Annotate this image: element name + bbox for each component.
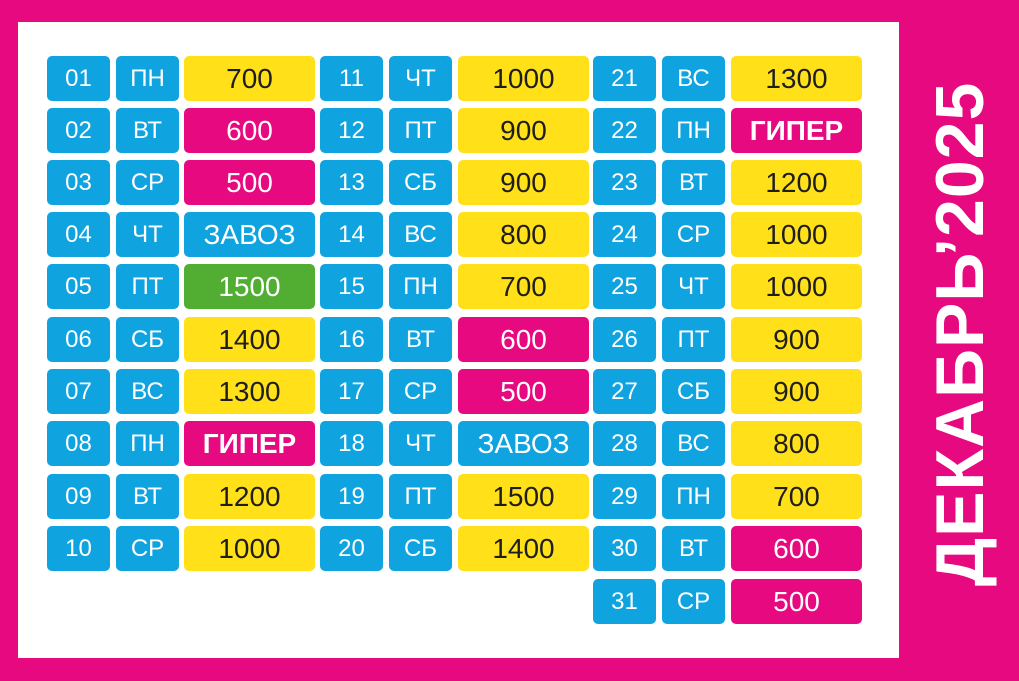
- day-value: 700: [458, 264, 589, 309]
- day-number: 14: [320, 212, 383, 257]
- day-number: 28: [593, 421, 656, 466]
- day-of-week: СР: [662, 212, 725, 257]
- day-number: 10: [47, 526, 110, 571]
- day-of-week: СР: [116, 526, 179, 571]
- day-number: 03: [47, 160, 110, 205]
- day-of-week: ПТ: [389, 108, 452, 153]
- day-value: 1000: [184, 526, 315, 571]
- day-value: 600: [731, 526, 862, 571]
- day-of-week: ВС: [662, 56, 725, 101]
- day-number: 29: [593, 474, 656, 519]
- day-number: 23: [593, 160, 656, 205]
- day-of-week: ЧТ: [116, 212, 179, 257]
- day-number: 17: [320, 369, 383, 414]
- day-number: 08: [47, 421, 110, 466]
- day-value: 500: [731, 579, 862, 624]
- day-value: ЗАВОЗ: [184, 212, 315, 257]
- month-title-area: ДЕКАБРЬ’2025: [915, 74, 1005, 594]
- day-of-week: ПН: [116, 421, 179, 466]
- day-of-week: ПН: [116, 56, 179, 101]
- day-number: 21: [593, 56, 656, 101]
- day-of-week: ВТ: [116, 474, 179, 519]
- day-number: 31: [593, 579, 656, 624]
- day-number: 13: [320, 160, 383, 205]
- day-number: 07: [47, 369, 110, 414]
- day-number: 11: [320, 56, 383, 101]
- day-value: 1400: [184, 317, 315, 362]
- day-value: 1300: [184, 369, 315, 414]
- day-number: 25: [593, 264, 656, 309]
- day-value: 1400: [458, 526, 589, 571]
- day-value: 500: [184, 160, 315, 205]
- day-value: 800: [458, 212, 589, 257]
- day-of-week: ВС: [389, 212, 452, 257]
- day-value: 600: [458, 317, 589, 362]
- day-value: 1000: [731, 212, 862, 257]
- day-number: 18: [320, 421, 383, 466]
- day-of-week: ПН: [662, 474, 725, 519]
- day-of-week: ВС: [116, 369, 179, 414]
- month-title: ДЕКАБРЬ’2025: [922, 81, 998, 587]
- day-of-week: ВТ: [662, 160, 725, 205]
- day-number: 16: [320, 317, 383, 362]
- day-of-week: ВТ: [116, 108, 179, 153]
- day-number: 04: [47, 212, 110, 257]
- day-value: 1500: [458, 474, 589, 519]
- day-value: 700: [184, 56, 315, 101]
- day-value: ГИПЕР: [731, 108, 862, 153]
- day-number: 22: [593, 108, 656, 153]
- day-of-week: ПН: [662, 108, 725, 153]
- day-number: 19: [320, 474, 383, 519]
- day-value: 1200: [184, 474, 315, 519]
- day-value: 900: [731, 369, 862, 414]
- day-number: 12: [320, 108, 383, 153]
- day-number: 15: [320, 264, 383, 309]
- day-value: 500: [458, 369, 589, 414]
- day-of-week: СР: [389, 369, 452, 414]
- day-value: 800: [731, 421, 862, 466]
- day-number: 09: [47, 474, 110, 519]
- day-value: ГИПЕР: [184, 421, 315, 466]
- day-number: 02: [47, 108, 110, 153]
- day-number: 24: [593, 212, 656, 257]
- day-of-week: ВТ: [389, 317, 452, 362]
- day-of-week: СБ: [116, 317, 179, 362]
- day-of-week: ПН: [389, 264, 452, 309]
- day-value: 900: [731, 317, 862, 362]
- day-number: 01: [47, 56, 110, 101]
- day-number: 05: [47, 264, 110, 309]
- day-of-week: ВТ: [662, 526, 725, 571]
- day-value: 700: [731, 474, 862, 519]
- day-of-week: ВС: [662, 421, 725, 466]
- day-value: 1200: [731, 160, 862, 205]
- day-of-week: ПТ: [662, 317, 725, 362]
- day-of-week: СР: [662, 579, 725, 624]
- day-of-week: СБ: [662, 369, 725, 414]
- day-value: 1300: [731, 56, 862, 101]
- day-value: 900: [458, 108, 589, 153]
- day-value: 1500: [184, 264, 315, 309]
- day-of-week: СБ: [389, 526, 452, 571]
- day-value: ЗАВОЗ: [458, 421, 589, 466]
- day-of-week: СБ: [389, 160, 452, 205]
- day-number: 20: [320, 526, 383, 571]
- day-of-week: ПТ: [389, 474, 452, 519]
- day-number: 30: [593, 526, 656, 571]
- day-number: 06: [47, 317, 110, 362]
- day-number: 26: [593, 317, 656, 362]
- day-value: 900: [458, 160, 589, 205]
- day-value: 1000: [458, 56, 589, 101]
- day-value: 600: [184, 108, 315, 153]
- day-of-week: ЧТ: [389, 421, 452, 466]
- day-of-week: СР: [116, 160, 179, 205]
- day-of-week: ЧТ: [389, 56, 452, 101]
- day-value: 1000: [731, 264, 862, 309]
- day-of-week: ЧТ: [662, 264, 725, 309]
- day-of-week: ПТ: [116, 264, 179, 309]
- day-number: 27: [593, 369, 656, 414]
